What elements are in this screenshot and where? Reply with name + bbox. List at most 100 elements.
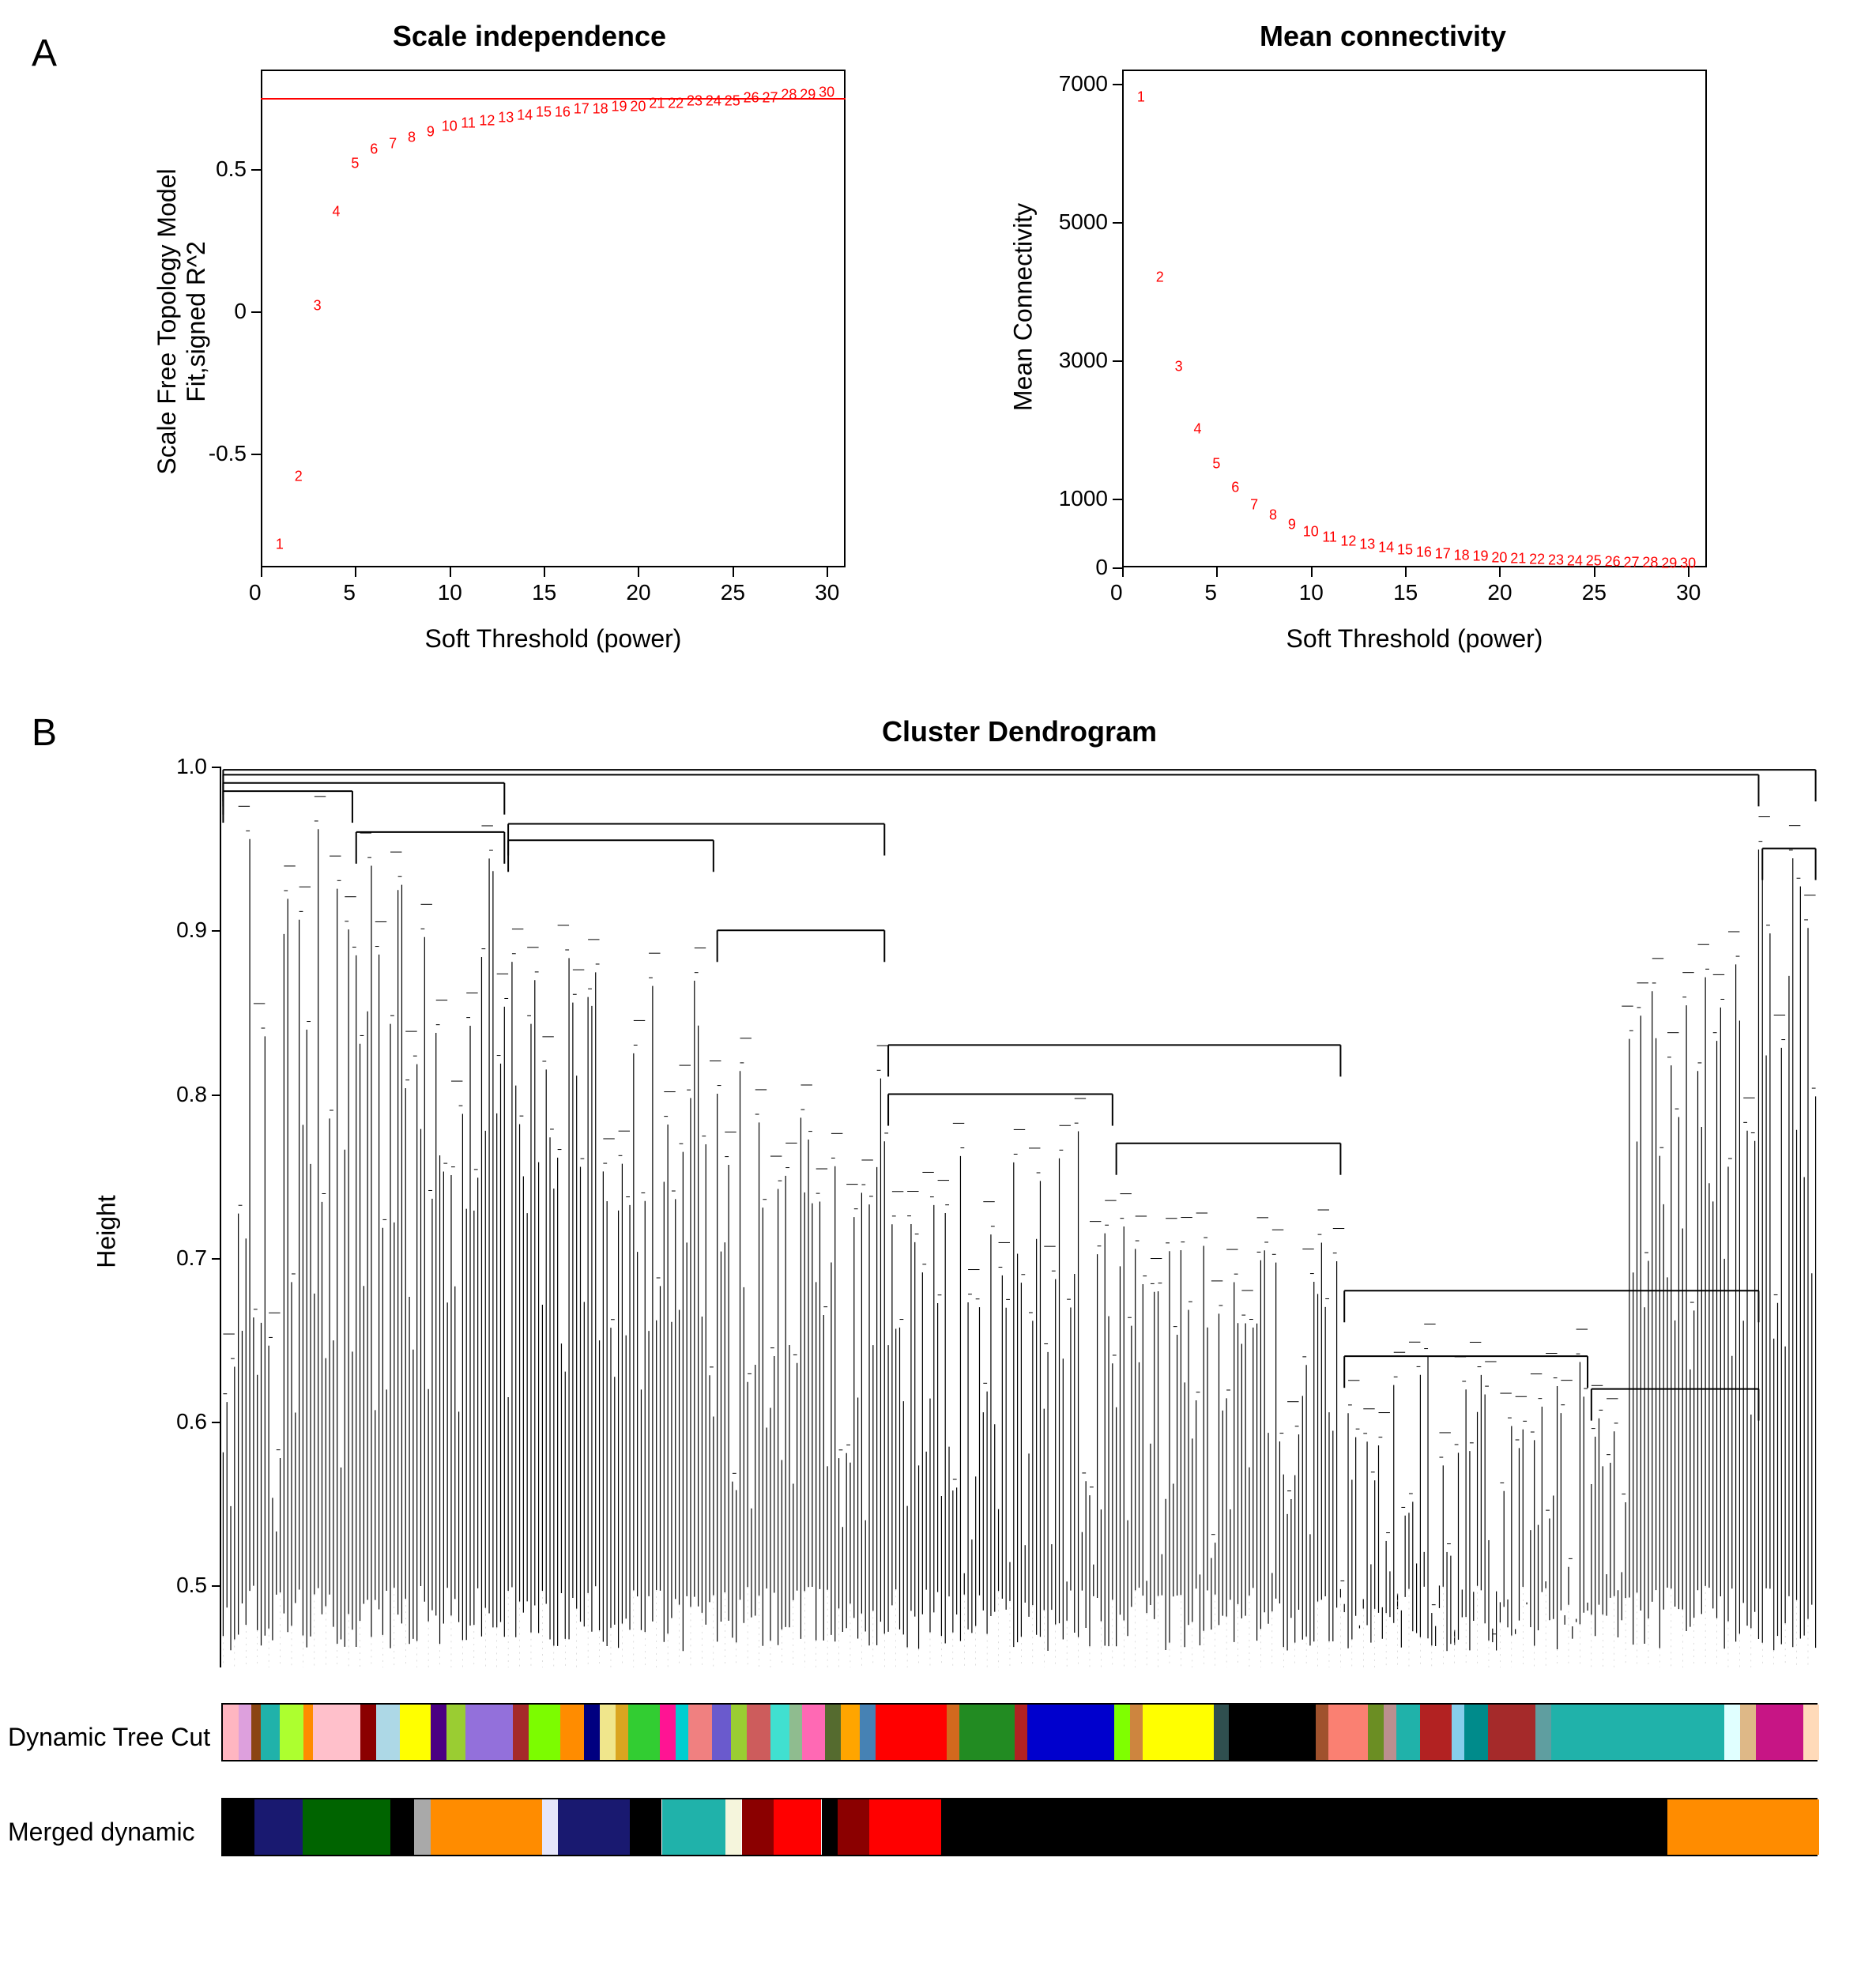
module-color-segment bbox=[431, 1799, 542, 1855]
module-color-segment bbox=[558, 1799, 630, 1855]
data-point: 5 bbox=[1212, 455, 1220, 472]
module-color-segment bbox=[770, 1705, 789, 1760]
data-point: 29 bbox=[800, 87, 816, 104]
module-color-segment bbox=[431, 1705, 446, 1760]
data-point: 19 bbox=[1473, 548, 1489, 565]
ytick-label: -0.5 bbox=[209, 441, 247, 466]
module-color-segment bbox=[725, 1799, 741, 1855]
data-point: 20 bbox=[1491, 549, 1507, 566]
module-color-segment bbox=[941, 1799, 1667, 1855]
data-point: 9 bbox=[1288, 516, 1296, 533]
data-point: 7 bbox=[389, 135, 397, 152]
ytick-label: 1000 bbox=[1059, 486, 1108, 511]
module-color-segment bbox=[542, 1799, 558, 1855]
data-point: 26 bbox=[1605, 554, 1621, 571]
module-color-segment bbox=[869, 1799, 941, 1855]
data-point: 22 bbox=[668, 96, 684, 112]
data-point: 7 bbox=[1250, 497, 1258, 514]
data-point: 25 bbox=[1586, 553, 1602, 570]
module-color-segment bbox=[1535, 1705, 1551, 1760]
xtick-label: 10 bbox=[438, 580, 462, 605]
module-color-segment bbox=[1114, 1705, 1130, 1760]
module-color-segment bbox=[254, 1799, 303, 1855]
module-color-segment bbox=[529, 1705, 560, 1760]
module-color-segment bbox=[1143, 1705, 1214, 1760]
panel-a-label: A bbox=[32, 32, 57, 75]
module-color-segment bbox=[1130, 1705, 1143, 1760]
data-point: 17 bbox=[574, 101, 590, 118]
data-point: 14 bbox=[517, 107, 533, 123]
xtick-label: 25 bbox=[1582, 580, 1607, 605]
module-color-segment bbox=[1384, 1705, 1396, 1760]
xtick-label: 10 bbox=[1299, 580, 1324, 605]
module-color-segment bbox=[513, 1705, 529, 1760]
module-color-segment bbox=[660, 1705, 676, 1760]
module-color-segment bbox=[1328, 1705, 1368, 1760]
module-color-segment bbox=[390, 1799, 414, 1855]
data-point: 14 bbox=[1378, 539, 1394, 556]
data-point: 4 bbox=[332, 204, 340, 220]
module-color-segment bbox=[223, 1799, 254, 1855]
data-point: 4 bbox=[1193, 421, 1201, 438]
data-point: 3 bbox=[1175, 359, 1183, 375]
module-color-segment bbox=[1396, 1705, 1420, 1760]
module-color-segment bbox=[1229, 1705, 1316, 1760]
module-color-segment bbox=[841, 1705, 860, 1760]
ytick-label: 5000 bbox=[1059, 209, 1108, 235]
module-color-segment bbox=[584, 1705, 600, 1760]
module-color-segment bbox=[414, 1799, 430, 1855]
module-color-segment bbox=[1464, 1705, 1488, 1760]
module-color-segment bbox=[774, 1799, 822, 1855]
module-color-segment bbox=[223, 1705, 239, 1760]
module-color-segment bbox=[1452, 1705, 1464, 1760]
module-color-segment bbox=[600, 1705, 616, 1760]
module-color-segment bbox=[446, 1705, 465, 1760]
colorbar2-label: Merged dynamic bbox=[8, 1818, 195, 1847]
data-point: 21 bbox=[649, 96, 665, 112]
data-point: 18 bbox=[1454, 547, 1470, 563]
data-point: 5 bbox=[351, 155, 359, 171]
module-color-segment bbox=[239, 1705, 251, 1760]
module-color-segment bbox=[376, 1705, 400, 1760]
xtick-label: 30 bbox=[1676, 580, 1701, 605]
data-point: 19 bbox=[612, 98, 627, 115]
data-point: 11 bbox=[1322, 529, 1337, 545]
data-point: 12 bbox=[479, 112, 495, 129]
data-point: 27 bbox=[1624, 554, 1640, 571]
data-point: 8 bbox=[1269, 507, 1277, 524]
module-color-segment bbox=[1724, 1705, 1740, 1760]
colorbar-merged-dynamic bbox=[221, 1798, 1818, 1856]
module-color-segment bbox=[688, 1705, 712, 1760]
module-color-segment bbox=[1316, 1705, 1328, 1760]
module-color-segment bbox=[676, 1705, 688, 1760]
module-color-segment bbox=[802, 1705, 826, 1760]
xtick-label: 0 bbox=[1110, 580, 1123, 605]
module-color-segment bbox=[838, 1799, 869, 1855]
ytick-label: 7000 bbox=[1059, 71, 1108, 96]
dendro-ytick: 0.8 bbox=[176, 1082, 207, 1107]
data-point: 30 bbox=[1680, 555, 1696, 571]
module-color-segment bbox=[1420, 1705, 1452, 1760]
data-point: 6 bbox=[370, 141, 378, 157]
scatter-right-ylabel: Mean Connectivity bbox=[1009, 189, 1038, 426]
module-color-segment bbox=[1368, 1705, 1384, 1760]
dendrogram-yaxis: 0.50.60.70.80.91.0 bbox=[158, 767, 221, 1667]
module-color-segment bbox=[303, 1705, 313, 1760]
scatter-left-xlabel: Soft Threshold (power) bbox=[261, 624, 846, 654]
data-point: 13 bbox=[1359, 537, 1375, 553]
data-point: 8 bbox=[408, 130, 416, 146]
scatter-left-ylabel: Scale Free Topology Model Fit,signed R^2 bbox=[153, 164, 211, 480]
module-color-segment bbox=[400, 1705, 431, 1760]
module-color-segment bbox=[789, 1705, 802, 1760]
module-color-segment bbox=[1803, 1705, 1819, 1760]
module-color-segment bbox=[251, 1705, 261, 1760]
scatter-left-plot bbox=[261, 70, 846, 567]
data-point: 3 bbox=[314, 297, 322, 314]
data-point: 18 bbox=[593, 101, 608, 118]
panel-b-label: B bbox=[32, 711, 57, 755]
module-color-segment bbox=[1551, 1705, 1725, 1760]
module-color-segment bbox=[947, 1705, 959, 1760]
module-color-segment bbox=[303, 1799, 390, 1855]
dendrogram-ylabel: Height bbox=[92, 1153, 122, 1311]
module-color-segment bbox=[959, 1705, 1015, 1760]
